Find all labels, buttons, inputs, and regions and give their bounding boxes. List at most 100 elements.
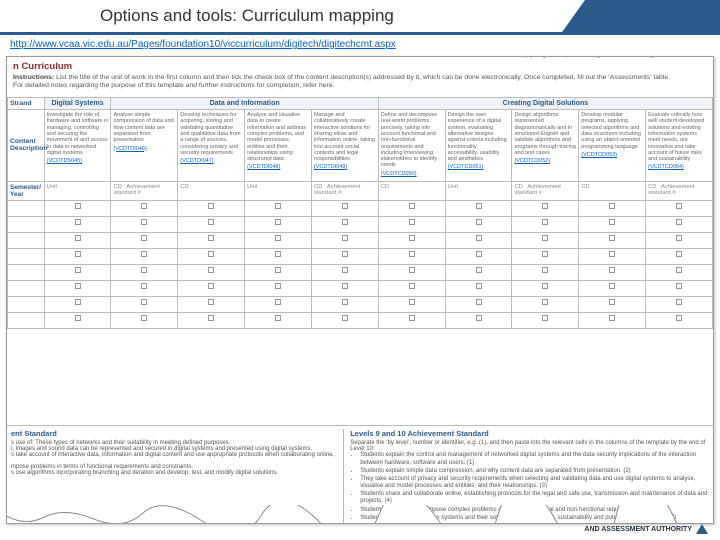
checkbox[interactable] [75,251,81,257]
checkbox[interactable] [75,283,81,289]
checkbox[interactable] [409,203,415,209]
checkbox[interactable] [542,267,548,273]
checkbox[interactable] [342,251,348,257]
checkbox[interactable] [208,267,214,273]
checkbox[interactable] [141,267,147,273]
checkbox[interactable] [208,235,214,241]
checkbox[interactable] [208,251,214,257]
checkbox[interactable] [609,251,615,257]
checkbox[interactable] [542,299,548,305]
checkbox[interactable] [542,219,548,225]
checkbox[interactable] [275,251,281,257]
desc-di1: Analyse simple compression of data and h… [111,109,178,181]
slide-title-bar: Options and tools: Curriculum mapping [0,0,720,35]
checkbox[interactable] [676,219,682,225]
code-di4[interactable]: (VCDTDI049) [314,164,376,170]
checkbox[interactable] [275,315,281,321]
checkbox[interactable] [141,203,147,209]
checkbox[interactable] [676,251,682,257]
checkbox[interactable] [208,283,214,289]
checkbox[interactable] [476,315,482,321]
checkbox[interactable] [342,235,348,241]
checkbox[interactable] [141,251,147,257]
checkbox[interactable] [609,219,615,225]
checkbox[interactable] [342,299,348,305]
checkbox[interactable] [676,315,682,321]
checkbox[interactable] [275,299,281,305]
checkbox[interactable] [609,283,615,289]
checkbox[interactable] [141,219,147,225]
checkbox-cell [445,312,512,328]
checkbox[interactable] [676,283,682,289]
ach-item: Students explain the control and managem… [360,452,709,466]
checkbox-cell [245,216,312,232]
checkbox[interactable] [75,267,81,273]
checkbox-cell [44,280,111,296]
checkbox[interactable] [342,203,348,209]
checkbox[interactable] [676,299,682,305]
code-cr5[interactable]: (VCDTCD054) [648,164,710,170]
checkbox[interactable] [476,251,482,257]
code-cr1[interactable]: (VCDTCD050) [381,171,443,177]
checkbox[interactable] [342,267,348,273]
mapping-table: Strand Digital Systems Data and Informat… [7,97,713,329]
checkbox[interactable] [342,219,348,225]
checkbox[interactable] [409,283,415,289]
code-di3[interactable]: (VCDTDI048) [247,164,309,170]
checkbox[interactable] [409,235,415,241]
checkbox[interactable] [275,267,281,273]
checkbox[interactable] [409,299,415,305]
code-cr4[interactable]: (VCDTCD053) [581,152,643,158]
checkbox[interactable] [275,283,281,289]
code-ds1[interactable]: (VCDTDS045) [47,158,109,164]
checkbox[interactable] [476,203,482,209]
checkbox[interactable] [208,299,214,305]
code-di2[interactable]: (VCDTDI047) [180,158,242,164]
checkbox[interactable] [409,251,415,257]
checkbox[interactable] [275,235,281,241]
checkbox[interactable] [609,203,615,209]
checkbox[interactable] [476,283,482,289]
checkbox[interactable] [141,235,147,241]
checkbox[interactable] [542,235,548,241]
checkbox[interactable] [75,219,81,225]
code-di1[interactable]: (VCDTDI046) [113,146,175,152]
checkbox[interactable] [476,235,482,241]
checkbox[interactable] [542,283,548,289]
checkbox[interactable] [141,283,147,289]
checkbox[interactable] [476,299,482,305]
checkbox[interactable] [75,315,81,321]
checkbox[interactable] [208,219,214,225]
checkbox[interactable] [275,219,281,225]
checkbox[interactable] [208,315,214,321]
checkbox[interactable] [141,315,147,321]
checkbox[interactable] [409,267,415,273]
checkbox[interactable] [75,203,81,209]
checkbox[interactable] [342,283,348,289]
checkbox[interactable] [409,315,415,321]
checkbox[interactable] [542,251,548,257]
checkbox[interactable] [208,203,214,209]
checkbox[interactable] [476,219,482,225]
checkbox[interactable] [75,235,81,241]
checkbox[interactable] [609,235,615,241]
checkbox[interactable] [342,315,348,321]
checkbox[interactable] [609,299,615,305]
checkbox[interactable] [409,219,415,225]
checkbox[interactable] [676,235,682,241]
checkbox[interactable] [542,203,548,209]
checkbox[interactable] [275,203,281,209]
checkbox[interactable] [542,315,548,321]
checkbox[interactable] [609,315,615,321]
checkbox[interactable] [476,267,482,273]
checkbox[interactable] [75,299,81,305]
checkbox[interactable] [141,299,147,305]
checkbox[interactable] [676,267,682,273]
source-url[interactable]: http://www.vcaa.vic.edu.au/Pages/foundat… [10,39,396,50]
table-row [8,216,713,232]
checkbox[interactable] [676,203,682,209]
code-cr3[interactable]: (VCDTCD052) [514,158,576,164]
code-cr2[interactable]: (VCDTCD051) [448,164,510,170]
checkbox-cell [445,280,512,296]
checkbox[interactable] [609,267,615,273]
